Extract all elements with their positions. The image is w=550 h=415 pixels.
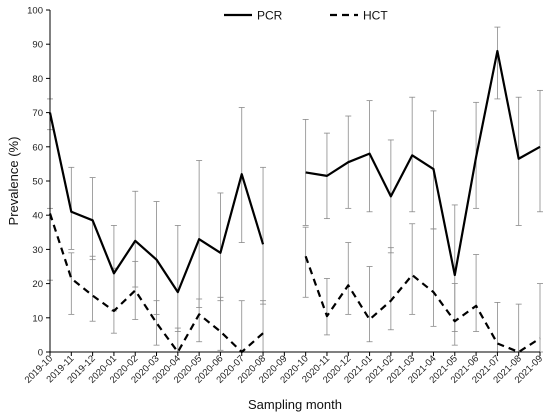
y-tick-label: 80 [32, 74, 43, 85]
error-bars [47, 26, 543, 353]
y-tick-label: 10 [32, 313, 43, 324]
y-tick-label: 60 [32, 142, 43, 153]
legend-label-pcr: PCR [257, 9, 283, 23]
y-tick-label: 100 [27, 6, 43, 17]
y-tick-label: 90 [32, 40, 43, 51]
x-axis-title: Sampling month [248, 397, 342, 412]
y-tick-label: 70 [32, 108, 43, 119]
y-tick-label: 50 [32, 177, 43, 188]
series-lines [48, 49, 541, 354]
series-line-hct [48, 213, 541, 354]
y-tick-label: 30 [32, 245, 43, 256]
y-tick-label: 40 [32, 211, 43, 222]
y-tick-label: 20 [32, 279, 43, 290]
axes: 01020304050607080901002019-102019-112019… [23, 6, 545, 386]
y-axis-title: Prevalence (%) [6, 137, 21, 226]
legend-label-hct: HCT [363, 9, 388, 23]
y-tick-label: 0 [38, 348, 43, 359]
legend: PCR HCT [224, 9, 388, 23]
series-line-pcr [48, 49, 541, 294]
